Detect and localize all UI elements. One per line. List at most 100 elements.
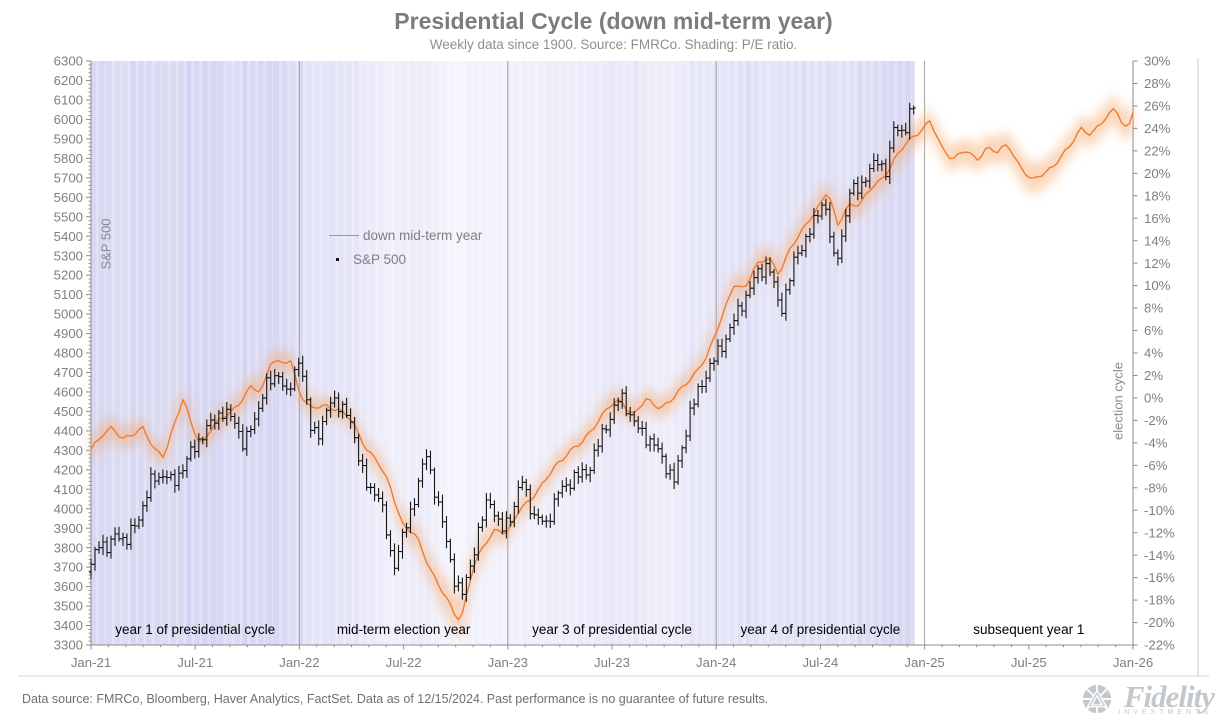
- y-left-tick-label: 4300: [54, 443, 83, 458]
- right-axis: [1132, 60, 1138, 646]
- left-axis-tick-labels: 6300 6200 6100 6000 5900 5800 5700 5600 5500 5400…: [54, 54, 83, 653]
- y-right-tick-label: -12%: [1144, 525, 1175, 540]
- orange-line-swatch: [329, 234, 359, 236]
- y-right-tick-label: 18%: [1144, 188, 1171, 203]
- y-left-tick-label: 6200: [54, 73, 83, 88]
- chart-title: Presidential Cycle (down mid-term year): [394, 8, 833, 34]
- y-left-tick-label: 4100: [54, 482, 83, 497]
- left-axis-title: S&P 500: [98, 218, 114, 270]
- y-right-tick-label: -22%: [1144, 638, 1175, 653]
- y-right-tick-label: 14%: [1144, 233, 1171, 248]
- y-right-tick-label: -20%: [1144, 615, 1175, 630]
- y-right-tick-label: -2%: [1144, 413, 1168, 428]
- legend-line-label: down mid-term year: [363, 227, 483, 243]
- y-left-tick-label: 5000: [54, 307, 83, 322]
- y-left-tick-label: 4700: [54, 365, 83, 380]
- y-left-tick-label: 3900: [54, 521, 83, 536]
- x-tick-label: Jan-23: [488, 655, 528, 670]
- x-tick-label: Jan-22: [279, 655, 319, 670]
- y-right-tick-label: 24%: [1144, 121, 1171, 136]
- legend: down mid-term year S&P 500: [329, 223, 482, 271]
- black-dot-swatch: [336, 257, 339, 261]
- legend-item-down-mid-term-year: down mid-term year: [329, 223, 482, 247]
- y-left-tick-label: 5800: [54, 151, 83, 166]
- y-left-tick-label: 6100: [54, 93, 83, 108]
- x-tick-label: Jul-25: [1011, 655, 1047, 670]
- y-left-tick-label: 5700: [54, 170, 83, 185]
- x-axis-tick-labels: Jan-21 Jul-21 Jan-22 Jul-22 Jan-23 Jul-23 Jan-…: [71, 655, 1153, 670]
- y-right-tick-label: 22%: [1144, 143, 1171, 158]
- right-axis-title: election cycle: [1110, 361, 1126, 441]
- y-right-tick-label: 6%: [1144, 323, 1163, 338]
- y-right-tick-label: 0%: [1144, 391, 1163, 406]
- y-left-tick-label: 4600: [54, 385, 83, 400]
- y-right-tick-label: 12%: [1144, 256, 1171, 271]
- x-tick-label: Jul-22: [386, 655, 422, 670]
- left-axis: [86, 60, 92, 646]
- y-left-tick-label: 5900: [54, 131, 83, 146]
- phase-label-year3: year 3 of presidential cycle: [532, 622, 692, 637]
- y-left-tick-label: 4400: [54, 423, 83, 438]
- y-left-tick-label: 5500: [54, 209, 83, 224]
- y-right-tick-label: -6%: [1144, 458, 1168, 473]
- x-tick-label: Jan-21: [71, 655, 111, 670]
- y-left-tick-label: 4000: [54, 501, 83, 516]
- y-right-tick-label: -4%: [1144, 435, 1168, 450]
- y-left-tick-label: 4500: [54, 404, 83, 419]
- y-left-tick-label: 4900: [54, 326, 83, 341]
- y-right-tick-label: -14%: [1144, 548, 1175, 563]
- x-tick-label: Jan-26: [1113, 655, 1153, 670]
- y-left-tick-label: 5400: [54, 229, 83, 244]
- y-left-tick-label: 5300: [54, 248, 83, 263]
- disclaimer-text: Data source: FMRCo, Bloomberg, Haver Ana…: [22, 692, 769, 706]
- y-right-tick-label: -18%: [1144, 593, 1175, 608]
- y-right-tick-label: 26%: [1144, 99, 1171, 114]
- phase-label-year4: year 4 of presidential cycle: [740, 622, 901, 637]
- y-right-tick-label: -10%: [1144, 503, 1175, 518]
- phase-label-subsequent: subsequent year 1: [973, 622, 1085, 637]
- down-mid-term-year-line: [90, 108, 1134, 621]
- y-left-tick-label: 3500: [54, 599, 83, 614]
- y-left-tick-label: 3400: [54, 618, 83, 633]
- y-right-tick-label: 10%: [1144, 278, 1171, 293]
- y-right-tick-label: 2%: [1144, 368, 1163, 383]
- fidelity-wordmark: Fidelity: [1123, 679, 1215, 714]
- fidelity-pyramid-icon: [1083, 684, 1112, 713]
- y-left-tick-label: 4800: [54, 346, 83, 361]
- y-left-tick-label: 5200: [54, 268, 83, 283]
- chart-subtitle: Weekly data since 1900. Source: FMRCo. S…: [429, 37, 798, 52]
- x-tick-label: Jul-23: [594, 655, 630, 670]
- phase-label-midterm: mid-term election year: [336, 622, 471, 637]
- legend-item-sp500: S&P 500: [329, 247, 482, 271]
- phase-label-year1: year 1 of presidential cycle: [115, 622, 276, 637]
- y-right-tick-label: 16%: [1144, 211, 1171, 226]
- y-left-tick-label: 6300: [54, 54, 83, 69]
- y-left-tick-label: 4200: [54, 462, 83, 477]
- y-left-tick-label: 3600: [54, 579, 83, 594]
- x-tick-label: Jul-21: [177, 655, 213, 670]
- y-left-tick-label: 3800: [54, 540, 83, 555]
- y-right-tick-label: 30%: [1144, 54, 1171, 69]
- pe-shading-bands: [91, 61, 915, 645]
- x-tick-label: Jan-25: [904, 655, 944, 670]
- y-right-tick-label: -8%: [1144, 480, 1168, 495]
- y-right-tick-label: 4%: [1144, 346, 1163, 361]
- y-left-tick-label: 3300: [54, 638, 83, 653]
- x-axis: [90, 644, 1134, 650]
- x-tick-label: Jul-24: [802, 655, 838, 670]
- fidelity-logo: Fidelity INVESTMENTS: [1080, 679, 1215, 716]
- sp500-weekly-bars: [88, 102, 916, 602]
- x-tick-label: Jan-24: [696, 655, 736, 670]
- fidelity-investments-label: INVESTMENTS: [1118, 709, 1212, 716]
- y-right-tick-label: 8%: [1144, 301, 1163, 316]
- y-right-tick-label: 28%: [1144, 76, 1171, 91]
- right-axis-tick-labels: 30% 28% 26% 24% 22% 20% 18% 16% 14% 12% 10% 8% 6% 4% 2…: [1144, 54, 1175, 653]
- y-left-tick-label: 3700: [54, 560, 83, 575]
- y-left-tick-label: 6000: [54, 112, 83, 127]
- y-right-tick-label: 20%: [1144, 166, 1171, 181]
- y-left-tick-label: 5600: [54, 190, 83, 205]
- legend-marker-label: S&P 500: [353, 251, 407, 267]
- y-left-tick-label: 5100: [54, 287, 83, 302]
